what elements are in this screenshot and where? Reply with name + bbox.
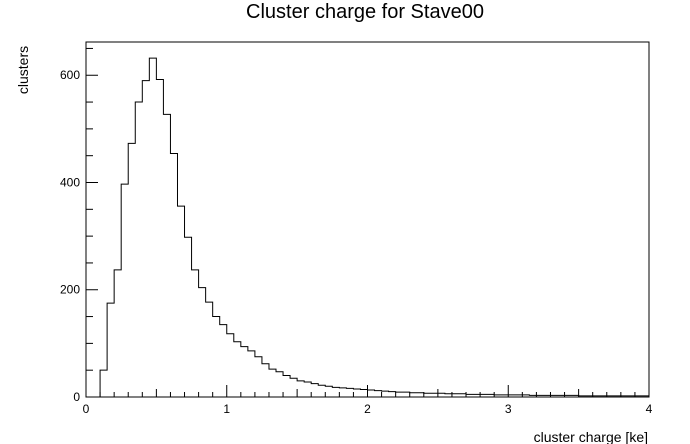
- histogram-bin: [360, 389, 367, 397]
- histogram-bin: [325, 386, 332, 397]
- histogram-outline: [86, 57, 650, 398]
- histogram-bin: [149, 58, 156, 397]
- x-tick-label: 0: [83, 402, 90, 416]
- histogram-bin: [332, 387, 339, 397]
- x-tick-label: 2: [364, 402, 371, 416]
- histogram-bin: [403, 392, 410, 397]
- histogram-bin: [163, 114, 170, 397]
- histogram-bin: [311, 384, 318, 397]
- histogram-bin: [170, 154, 177, 397]
- x-tick-label: 4: [646, 402, 653, 416]
- histogram-bin: [192, 270, 199, 397]
- plot-frame: [85, 41, 650, 398]
- histogram-bin: [206, 302, 213, 397]
- x-tick-label: 1: [223, 402, 230, 416]
- histogram-bin: [276, 372, 283, 397]
- x-tick-label: 3: [505, 402, 512, 416]
- y-axis: 0 200 400 600: [60, 47, 98, 404]
- histogram-bin: [417, 393, 424, 397]
- histogram-bin: [396, 392, 403, 397]
- histogram-bin: [142, 81, 149, 397]
- x-axis-label: cluster charge [ke]: [534, 429, 648, 444]
- histogram-bin: [304, 382, 311, 397]
- histogram-bin: [177, 206, 184, 397]
- histogram-bin: [389, 392, 396, 397]
- histogram-bin: [185, 237, 192, 397]
- chart-title: Cluster charge for Stave00: [246, 1, 484, 23]
- histogram-bin: [431, 393, 438, 397]
- histogram-bin: [255, 357, 262, 397]
- histogram-bin: [290, 378, 297, 397]
- y-tick-label: 600: [60, 68, 80, 82]
- histogram-bin: [375, 391, 382, 397]
- histogram-bin: [410, 393, 417, 397]
- histogram-bin: [241, 347, 248, 397]
- histogram-bin: [135, 102, 142, 397]
- histogram-bin: [382, 391, 389, 397]
- histogram-bin: [213, 317, 220, 397]
- histogram-bin: [262, 364, 269, 397]
- histogram-bin: [269, 369, 276, 397]
- y-tick-label: 0: [73, 390, 80, 404]
- y-tick-label: 200: [60, 283, 80, 297]
- histogram-bins: [100, 58, 649, 397]
- histogram-bin: [368, 390, 375, 397]
- histogram-bin: [100, 370, 107, 397]
- histogram-bin: [346, 388, 353, 397]
- y-tick-label: 400: [60, 175, 80, 189]
- histogram-bin: [283, 376, 290, 397]
- histogram-bin: [297, 381, 304, 397]
- histogram-bin: [227, 334, 234, 397]
- histogram-bin: [220, 325, 227, 397]
- histogram-bin: [339, 388, 346, 397]
- histogram-bin: [121, 184, 128, 397]
- histogram-bin: [353, 389, 360, 397]
- histogram-bin: [438, 393, 445, 397]
- histogram-bin: [234, 342, 241, 397]
- histogram-bin: [114, 270, 121, 397]
- y-axis-label: clusters: [15, 46, 31, 94]
- histogram-bin: [318, 385, 325, 397]
- histogram-bin: [156, 80, 163, 397]
- histogram-bin: [248, 351, 255, 397]
- histogram-bin: [128, 143, 135, 397]
- histogram-bin: [107, 303, 114, 397]
- histogram-bin: [424, 393, 431, 397]
- histogram-bin: [199, 288, 206, 397]
